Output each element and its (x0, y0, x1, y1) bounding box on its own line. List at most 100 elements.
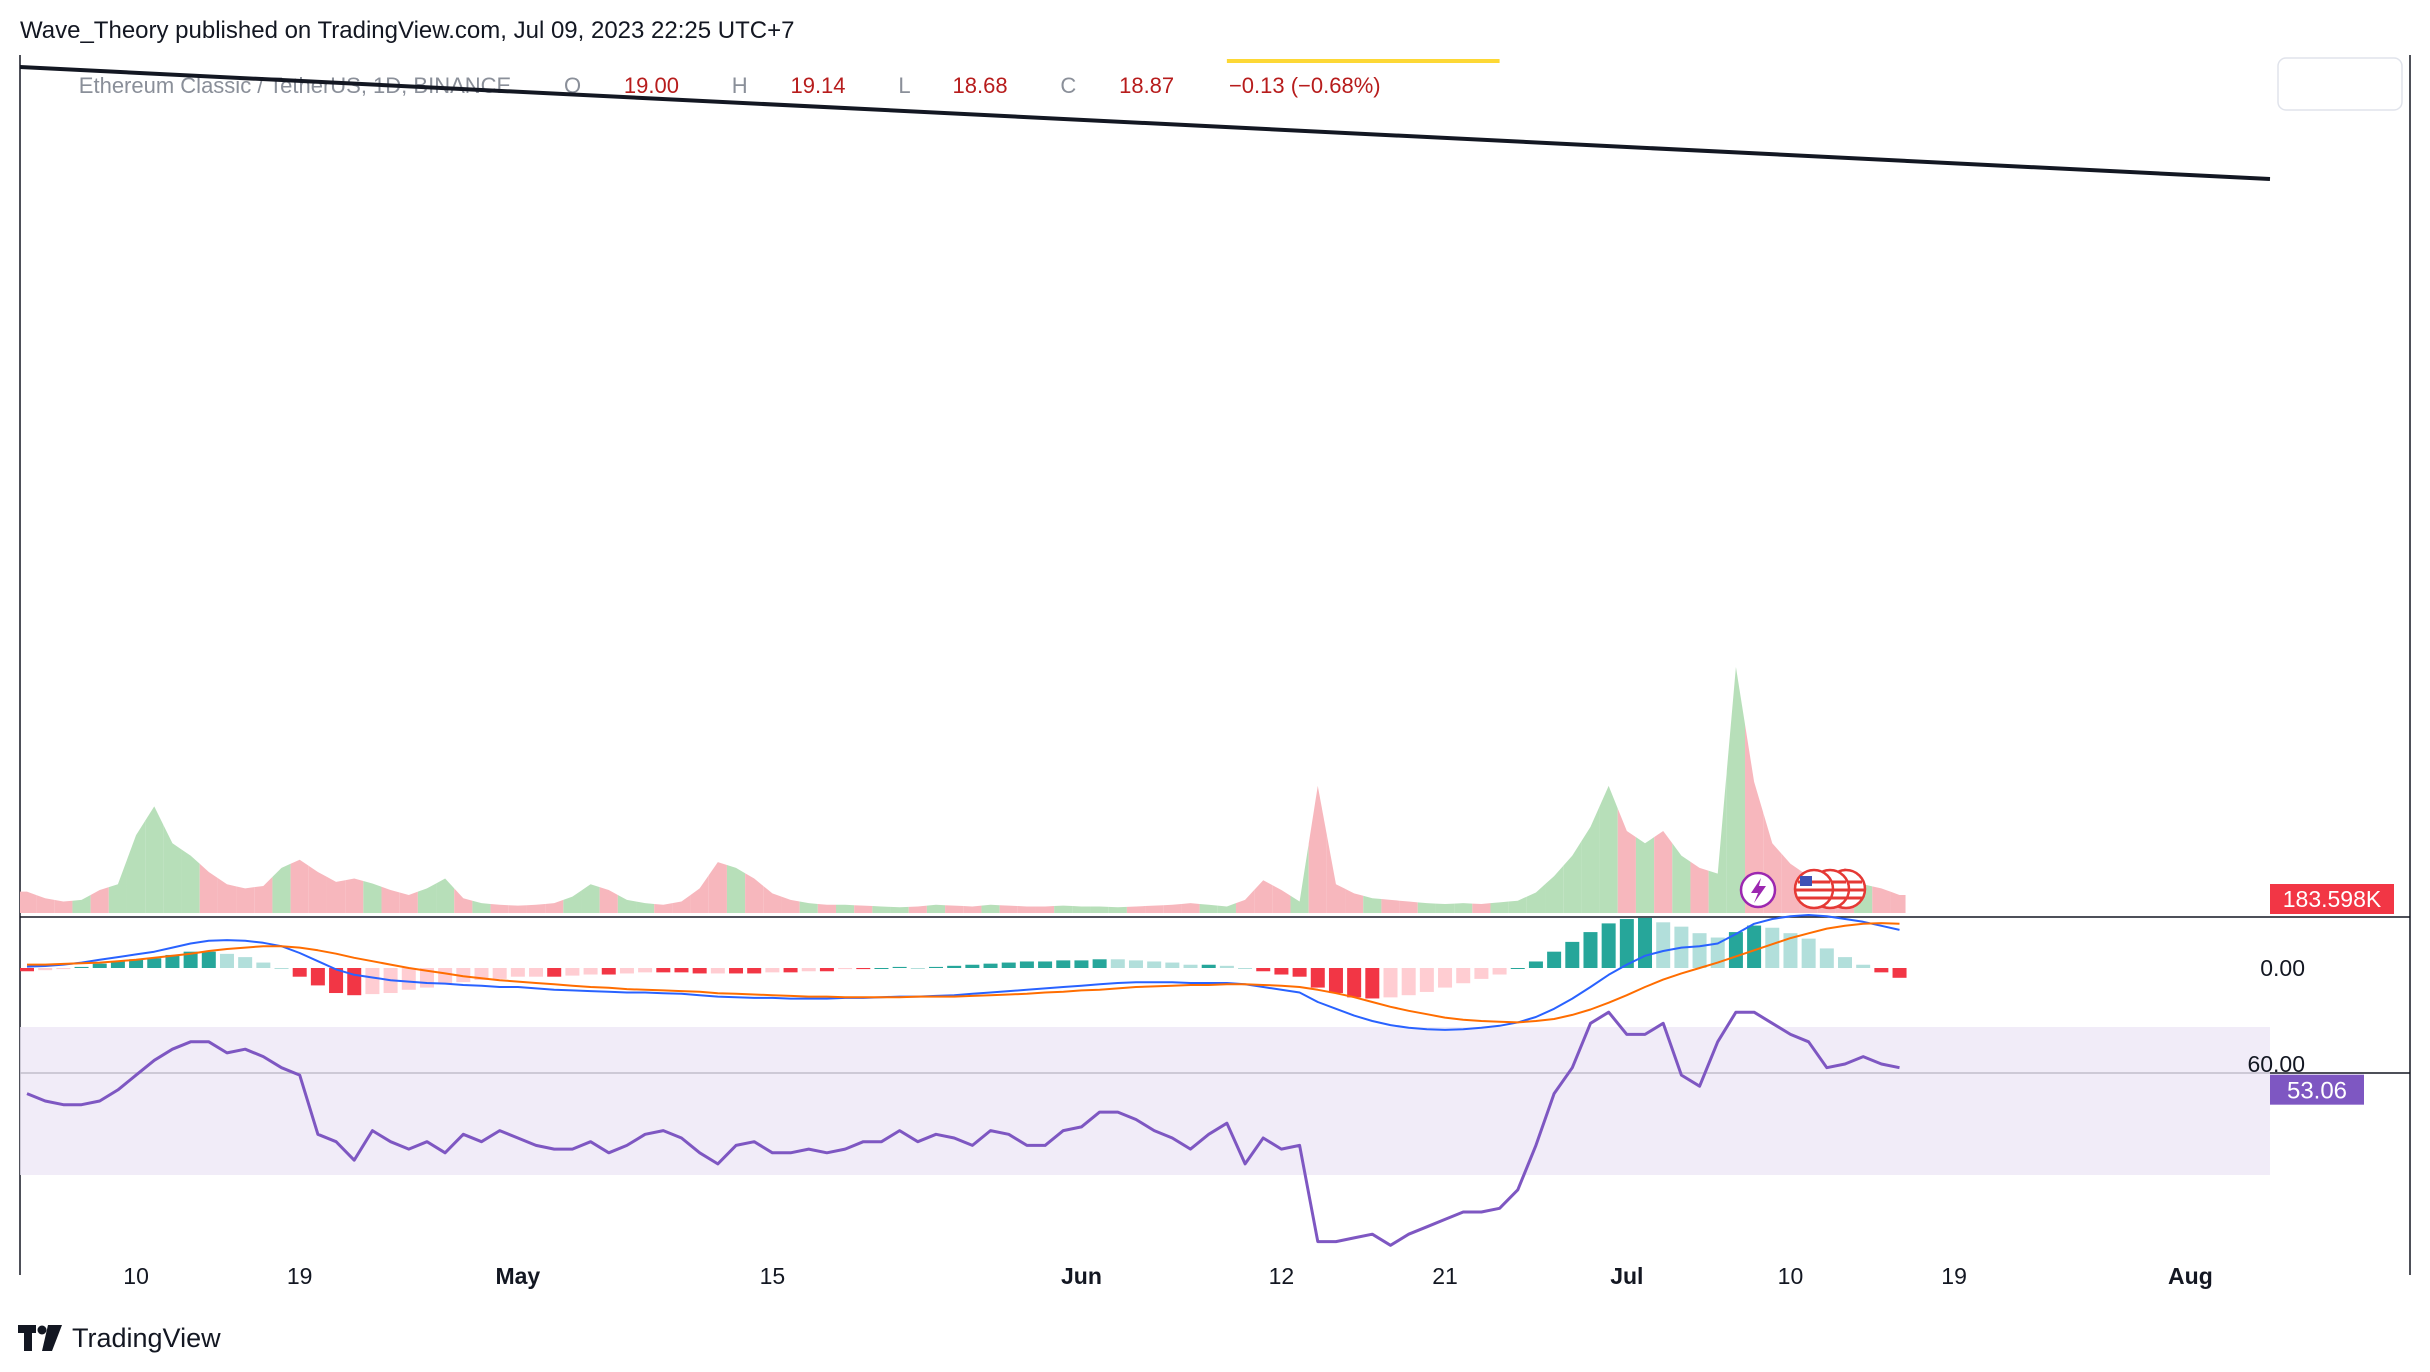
macd-histogram-bar (729, 968, 744, 974)
volume-bar (54, 899, 73, 913)
macd-histogram-bar (1456, 968, 1471, 984)
macd-histogram-bar (1728, 932, 1743, 968)
macd-histogram-bar (747, 968, 762, 974)
volume-bar (436, 878, 455, 913)
macd-histogram-bar (1365, 968, 1380, 999)
macd-histogram-bar (856, 968, 871, 970)
macd-histogram-bar (765, 968, 780, 973)
volume-bar (1526, 884, 1546, 913)
symbol-legend[interactable]: Ethereum Classic / TetherUS, 1D, BINANCE… (36, 73, 1411, 98)
close-label: C (1060, 73, 1076, 98)
volume-bar (181, 849, 200, 913)
rsi-band (20, 1027, 2270, 1175)
tradingview-footer[interactable]: TradingView (18, 1318, 221, 1358)
macd-histogram-bar (329, 968, 344, 994)
volume-bar (199, 863, 218, 913)
macd-histogram-bar (1565, 941, 1580, 968)
volume-bar (836, 904, 855, 913)
macd-histogram-bar (1438, 968, 1453, 988)
volume-bar (1163, 903, 1182, 913)
volume-bar (1272, 885, 1291, 913)
lightning-icon[interactable] (1739, 871, 1777, 909)
volume-bar (1635, 837, 1655, 913)
macd-histogram-bar (1401, 968, 1416, 996)
volume-bar (963, 905, 982, 913)
macd-histogram-bar (310, 968, 325, 986)
volume-bar (1726, 667, 1746, 913)
macd-histogram-bar (1874, 968, 1889, 973)
macd-histogram-bar (601, 968, 616, 975)
volume-bar (472, 900, 491, 913)
price-axis-ticks: 34.0030.0026.0022.0016.5015.0013.500.006… (2247, 955, 2305, 1077)
volume-bar (290, 859, 309, 913)
macd-histogram-bar (201, 951, 216, 968)
volume-bar (1017, 906, 1036, 913)
volume-bar (945, 905, 964, 913)
macd-histogram-bar (238, 957, 253, 968)
macd-histogram-bar (565, 968, 580, 976)
volume-bar (145, 806, 164, 913)
macd-histogram-bar (1056, 960, 1071, 968)
macd-histogram-bar (1892, 968, 1907, 978)
volume-bar (926, 904, 946, 913)
macd-histogram-bar (583, 968, 598, 975)
us-flag-icon[interactable] (1793, 868, 1835, 910)
volume-bar (581, 884, 600, 913)
macd-histogram-bar (1201, 964, 1216, 968)
macd-histogram-bar (1128, 960, 1143, 968)
macd-histogram-bar (1383, 968, 1398, 998)
volume-bar (1617, 808, 1636, 913)
volume-bar (1217, 903, 1236, 913)
macd-histogram-bar (838, 968, 853, 970)
legend-toggle-button[interactable] (2277, 57, 2403, 111)
time-tick-label: 15 (760, 1263, 786, 1289)
volume-bar (1599, 785, 1618, 913)
rsi-tick-label: 60.00 (2247, 1051, 2305, 1077)
volume-badge-bg (2270, 884, 2394, 914)
volume-bar (1181, 903, 1200, 913)
volume-bar (1345, 888, 1364, 913)
volume-bar (599, 887, 618, 913)
macd-histogram-bar (1638, 917, 1653, 968)
volume-bar (490, 903, 509, 913)
macd-histogram-bar (638, 968, 653, 973)
volume-bar (1235, 890, 1255, 913)
macd-histogram-bar (474, 968, 489, 980)
volume-bar (636, 901, 655, 913)
volume-bar (545, 899, 564, 913)
volume-bar (363, 881, 382, 913)
time-axis: 10 19 May 15 Jun 12 21 Jul 10 19 Aug (123, 1263, 2212, 1289)
macd-histogram-bar (1165, 962, 1180, 968)
macd-histogram-bar (1219, 965, 1234, 968)
volume-bar (308, 865, 327, 913)
volume-bar (454, 888, 473, 913)
macd-histogram-bar (965, 964, 980, 968)
macd-histogram-bar (1183, 964, 1198, 968)
volume-bar (126, 820, 146, 913)
macd-histogram-bar (910, 968, 925, 969)
volume-bar (908, 905, 927, 913)
volume-bar (563, 890, 582, 913)
macd-histogram-bar (874, 968, 889, 969)
volume-bar (1254, 880, 1273, 913)
event-icons[interactable] (1739, 868, 1867, 910)
macd-histogram-bar (56, 968, 71, 970)
macd-histogram-bar (365, 968, 380, 995)
macd-histogram-bar (1110, 959, 1125, 968)
volume-bar (999, 905, 1018, 913)
macd-histogram-bar (619, 968, 634, 974)
volume-bar (1399, 900, 1418, 913)
macd-histogram-bar (1838, 957, 1852, 968)
macd-histogram-bar (165, 954, 180, 968)
volume-bar (399, 891, 418, 913)
volume-bar (1108, 906, 1127, 913)
macd-histogram-bar (74, 966, 89, 968)
volume-bar (72, 894, 91, 913)
time-tick-label: 10 (1778, 1263, 1804, 1289)
volume-bar (1472, 903, 1491, 913)
time-tick-label: May (495, 1263, 540, 1289)
volume-bar (1308, 785, 1327, 913)
symbol-name: Ethereum Classic / TetherUS, 1D, BINANCE (79, 73, 511, 98)
volume-bar (1872, 886, 1891, 913)
